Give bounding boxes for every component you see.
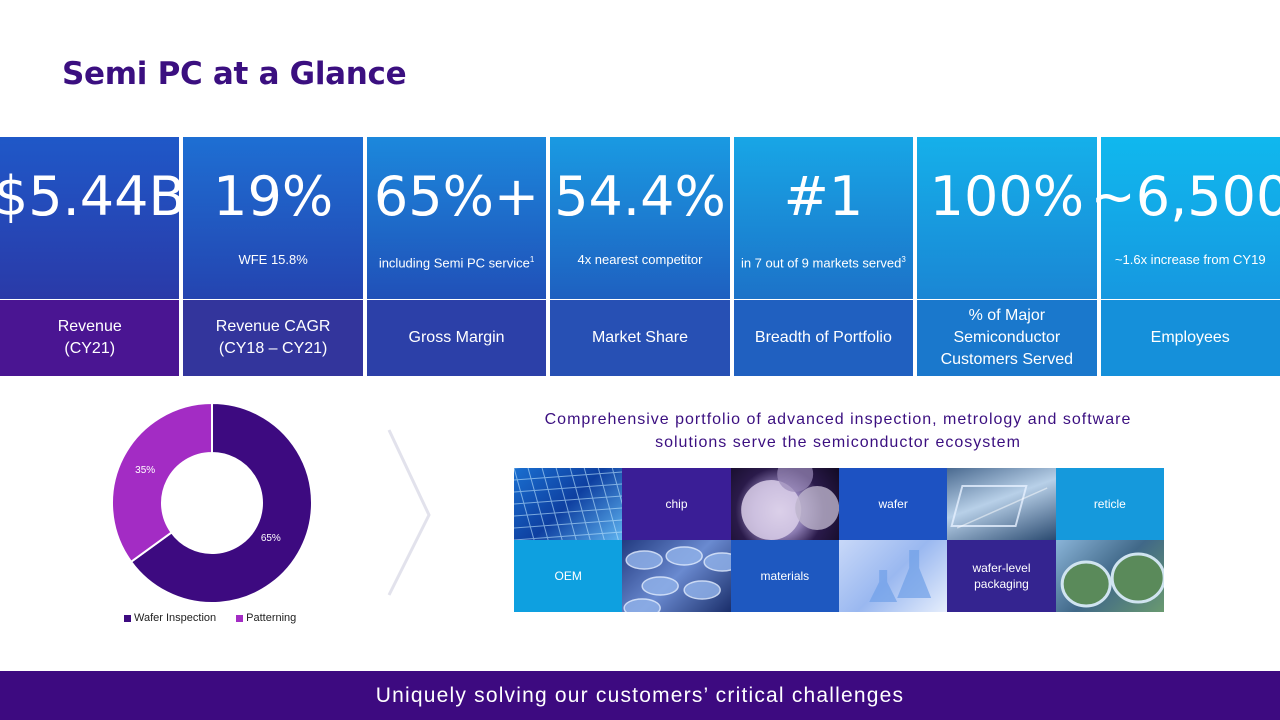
portfolio-tile-label: wafer-level packaging — [972, 561, 1031, 591]
portfolio-tile-grid: chip wafer reticle OEM materials wafer-level … — [514, 468, 1164, 612]
kpi-metric-panel: 100% — [917, 137, 1097, 299]
kpi-value: 19% — [213, 165, 334, 228]
kpi-metric-panel: #1 in 7 out of 9 markets served3 — [733, 137, 914, 299]
donut-slice-wafer-inspection — [129, 401, 313, 604]
kpi-value: ~6,500 — [1090, 165, 1280, 228]
kpi-label: Employees — [1100, 300, 1280, 376]
footer-banner: Uniquely solving our customers’ critical… — [0, 671, 1280, 720]
footnote-marker: 3 — [901, 255, 906, 264]
kpi-tile: $5.44B Revenue (CY21) — [0, 137, 186, 376]
kpi-metric-panel: 54.4% 4x nearest competitor — [550, 137, 730, 299]
legend-swatch — [124, 614, 131, 622]
portfolio-tile-oem: OEM — [514, 540, 623, 612]
kpi-tile: 65%+ including Semi PC service1 Gross Marg… — [366, 137, 547, 376]
kpi-divider — [0, 299, 180, 300]
chevron-right-icon — [387, 429, 431, 596]
kpi-divider — [1100, 299, 1280, 300]
kpi-divider — [183, 299, 363, 300]
kpi-subtext: including Semi PC service1 — [378, 255, 535, 271]
portfolio-tile-label: chip — [665, 497, 688, 511]
kpi-tile: 100% % of Major Semiconductor Customers S… — [917, 137, 1097, 376]
kpi-metric-panel: $5.44B — [0, 137, 186, 299]
kpi-label: Revenue CAGR (CY18 – CY21) — [183, 300, 363, 376]
kpi-label: Market Share — [550, 300, 730, 376]
kpi-metric-panel: 65%+ including Semi PC service1 — [366, 137, 547, 299]
donut-slice-patterning — [111, 401, 213, 564]
portfolio-tile-reticle: reticle — [1055, 468, 1164, 540]
kpi-value: 54.4% — [554, 165, 726, 228]
kpi-value: 65%+ — [373, 165, 540, 228]
kpi-label: Revenue (CY21) — [0, 300, 180, 376]
portfolio-tile-label: wafer — [878, 497, 908, 511]
kpi-value: $5.44B — [0, 165, 186, 228]
footnote-marker: 1 — [529, 255, 535, 264]
portfolio-tile-chip: chip — [622, 468, 731, 540]
portfolio-tile-label: reticle — [1093, 497, 1126, 511]
portfolio-tile-wafer: wafer — [839, 468, 948, 540]
wafer-discs-image — [730, 468, 839, 540]
kpi-row: $5.44B Revenue (CY21) 19% WFE 15.8% Revenue … — [0, 137, 1280, 376]
reticle-stage-image — [947, 468, 1056, 540]
page-title: Semi PC at a Glance — [62, 56, 407, 92]
chart-legend: Wafer Inspection Patterning — [124, 612, 296, 624]
wafer-carriers-image — [1055, 540, 1164, 612]
kpi-divider — [917, 299, 1097, 300]
portfolio-tile-label: materials — [760, 569, 810, 583]
donut-value-label: 35% — [135, 465, 155, 476]
kpi-subtext: WFE 15.8% — [238, 252, 308, 267]
wafer-die-grid-image — [514, 468, 623, 540]
portfolio-description: Comprehensive portfolio of advanced insp… — [544, 411, 1132, 451]
legend-item: Wafer Inspection — [124, 612, 216, 624]
portfolio-tile-materials: materials — [730, 540, 839, 612]
kpi-tile: #1 in 7 out of 9 markets served3 Breadth o… — [733, 137, 914, 376]
legend-swatch — [236, 614, 244, 622]
lab-flasks-image — [839, 540, 948, 612]
kpi-metric-panel: 19% WFE 15.8% — [183, 137, 363, 299]
revenue-mix-donut-chart: 65% 35% — [100, 395, 340, 635]
kpi-tile: 19% WFE 15.8% Revenue CAGR (CY18 – CY21) — [183, 137, 363, 376]
legend-item: Patterning — [236, 612, 296, 624]
kpi-label: % of Major Semiconductor Customers Serve… — [917, 300, 1097, 376]
kpi-subtext: 4x nearest competitor — [577, 252, 703, 267]
portfolio-tile-wafer-level: wafer-level packaging — [947, 540, 1056, 612]
kpi-value: #1 — [783, 165, 864, 228]
kpi-subtext: ~1.6x increase from CY19 — [1114, 252, 1266, 267]
kpi-metric-panel: ~6,500 ~1.6x increase from CY19 — [1091, 137, 1280, 299]
kpi-tile: ~6,500 ~1.6x increase from CY19 Employees — [1091, 137, 1280, 376]
kpi-divider — [550, 299, 730, 300]
portfolio-tile-label: OEM — [554, 569, 582, 583]
kpi-divider — [366, 299, 547, 300]
kpi-subtext: in 7 out of 9 markets served3 — [740, 255, 906, 271]
kpi-label: Gross Margin — [366, 300, 547, 376]
kpi-divider — [733, 299, 914, 300]
kpi-value: 100% — [929, 165, 1085, 228]
kpi-tile: 54.4% 4x nearest competitor Market Share — [550, 137, 730, 376]
legend-label: Patterning — [246, 612, 297, 624]
kpi-label: Breadth of Portfolio — [733, 300, 914, 376]
petri-dishes-image — [622, 540, 731, 612]
donut-value-label: 65% — [261, 533, 281, 544]
legend-label: Wafer Inspection — [134, 612, 217, 624]
